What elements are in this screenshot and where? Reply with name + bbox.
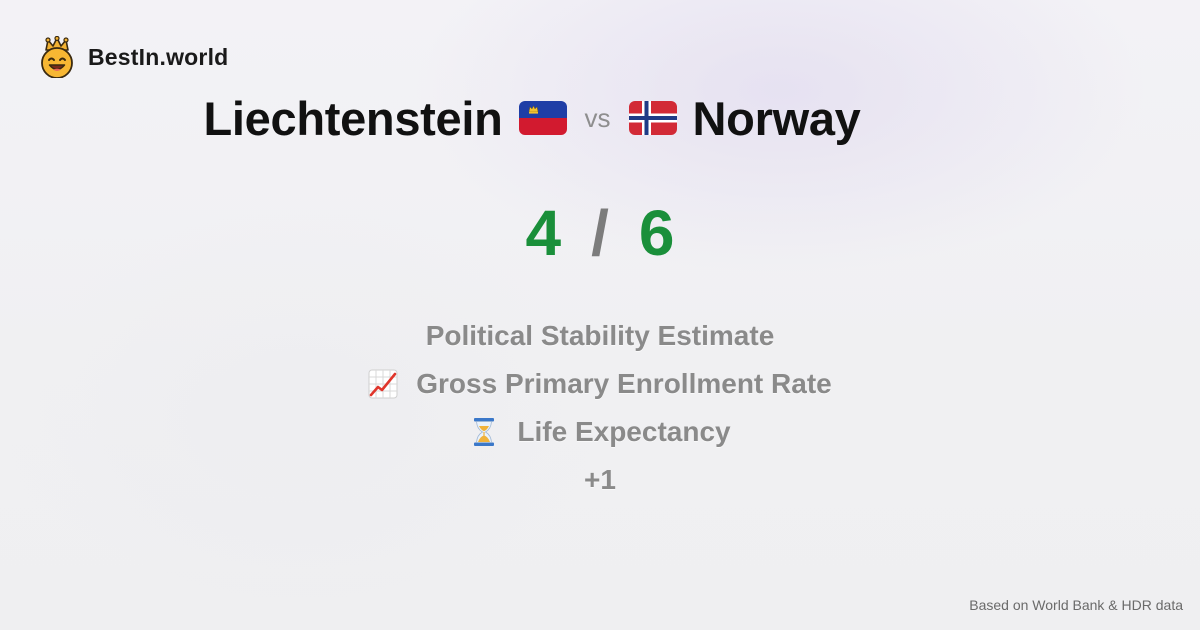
crown-smiley-icon <box>41 36 73 78</box>
metric-item: Life Expectancy <box>0 408 1200 456</box>
brand[interactable]: BestIn.world <box>38 36 228 78</box>
metric-list: Political Stability Estimate Gross Prima… <box>0 312 1200 504</box>
brand-name: BestIn.world <box>88 43 229 70</box>
score-separator: / <box>591 197 609 269</box>
norway-flag-icon <box>628 101 677 135</box>
comparison-title: Liechtenstein vs Norway <box>0 88 1064 148</box>
metric-item: Gross Primary Enrollment Rate <box>0 360 1200 408</box>
score-b: 6 <box>638 197 675 269</box>
metric-label: +1 <box>584 464 616 495</box>
metric-label: Gross Primary Enrollment Rate <box>416 368 832 399</box>
metric-more-count: +1 <box>0 456 1200 504</box>
country-a-name: Liechtenstein <box>203 91 503 145</box>
score: 4 / 6 <box>0 195 1200 271</box>
vs-label: vs <box>584 102 611 133</box>
metric-item: Political Stability Estimate <box>0 312 1200 360</box>
chart-increasing-icon <box>368 369 398 399</box>
country-b-name: Norway <box>692 91 861 145</box>
data-source-note: Based on World Bank & HDR data <box>969 597 1183 613</box>
hourglass-icon <box>474 418 495 446</box>
metric-label: Political Stability Estimate <box>425 320 775 351</box>
metric-label: Life Expectancy <box>517 416 731 447</box>
score-a: 4 <box>525 197 562 269</box>
liechtenstein-flag-icon <box>518 101 567 135</box>
